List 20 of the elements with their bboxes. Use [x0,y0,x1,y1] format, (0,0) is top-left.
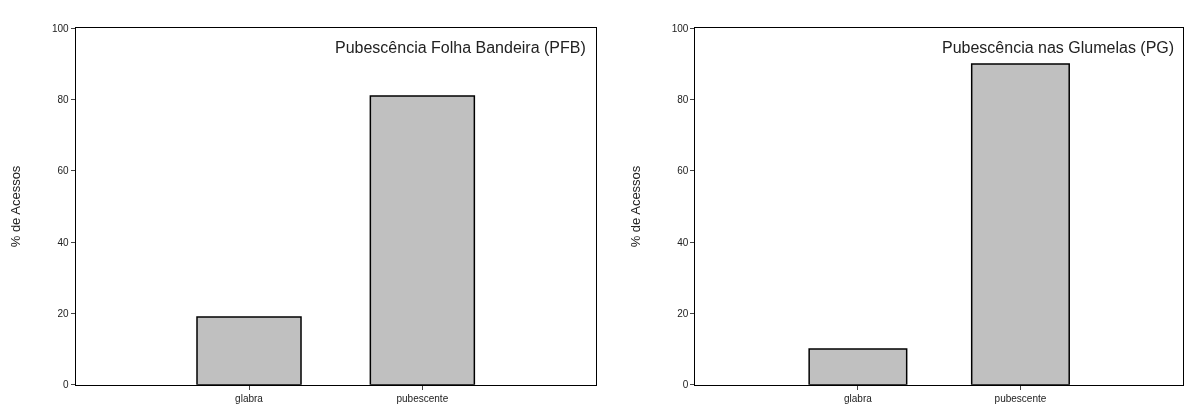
y-tick-label: 80 [677,94,689,106]
text: Pubescência nas Glumelas (PG) [942,39,1175,56]
y-axis-title: % de Acessos [627,165,643,248]
y-tick-label: 20 [677,307,689,319]
y-tick-label: 100 [51,22,70,34]
y-tick-label: 0 [682,379,689,391]
x-tick-label: pubescente [396,392,449,404]
x-tick-label: glabra [235,392,264,404]
y-tick-label: 40 [57,236,70,248]
y-tick-label: 60 [57,165,70,177]
y-tick-label: 60 [677,165,689,177]
y-tick-label: 40 [677,236,689,248]
x-tick-label: glabra [844,392,873,404]
y-tick-label: 20 [57,307,70,319]
x-tick-label: pubescente [994,392,1047,404]
y-tick-label: 80 [57,94,70,106]
y-tick-label: 0 [63,379,70,391]
y-tick-label: 100 [671,22,689,34]
text: Pubescência Folha Bandeira (PFB) [335,39,586,56]
y-axis-title: % de Acessos [7,165,23,248]
